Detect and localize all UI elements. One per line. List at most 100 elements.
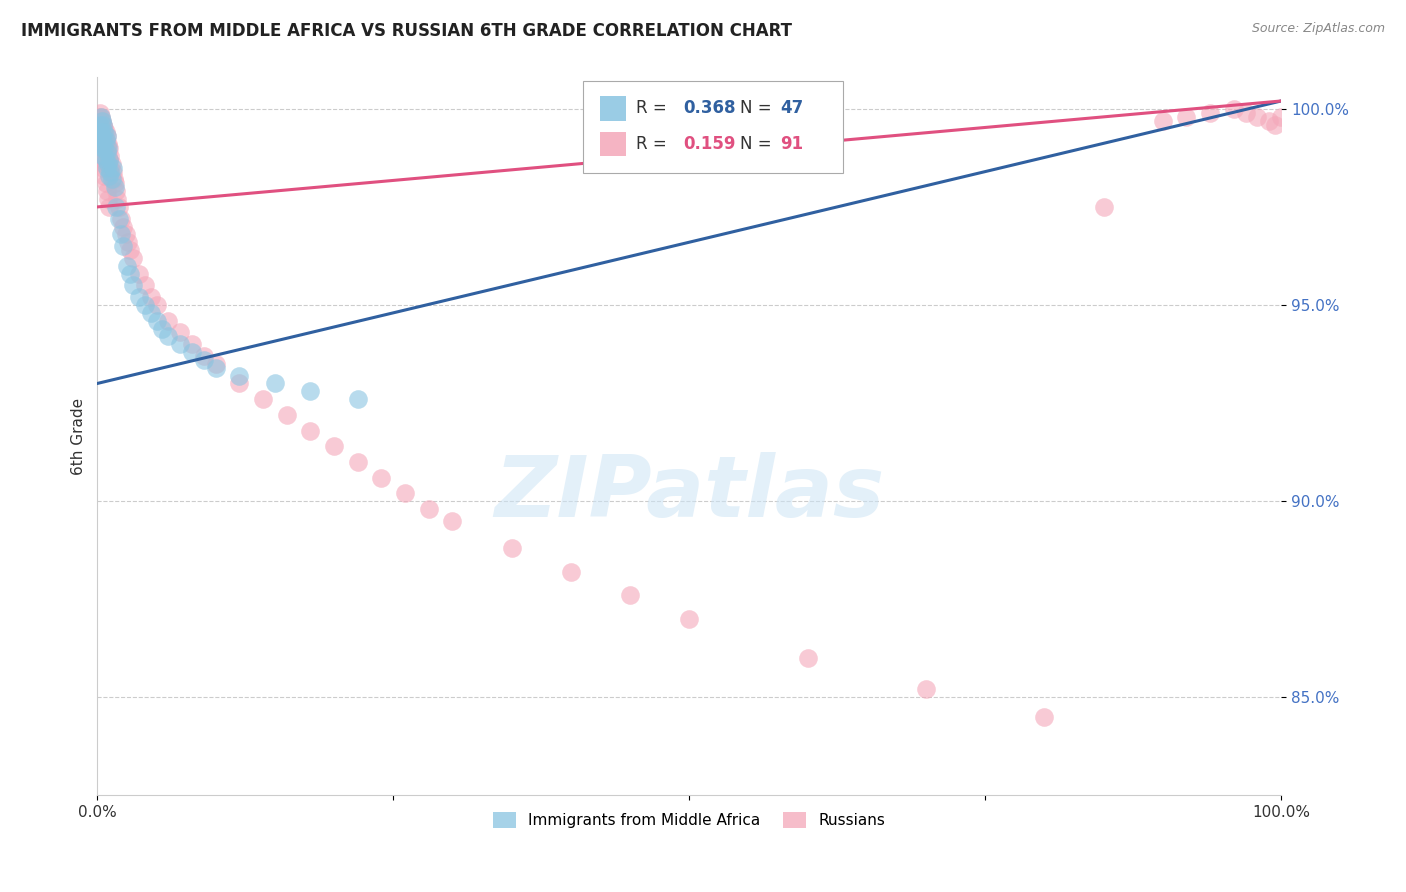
Point <box>98 153 121 167</box>
Point <box>89 118 111 132</box>
Point <box>96 129 118 144</box>
Point <box>91 161 114 175</box>
Point <box>276 408 298 422</box>
Point <box>91 118 114 132</box>
Point <box>89 129 111 144</box>
Point <box>128 290 150 304</box>
Point <box>90 145 112 159</box>
Y-axis label: 6th Grade: 6th Grade <box>72 398 86 475</box>
Point <box>1033 710 1056 724</box>
Point <box>1246 110 1268 124</box>
Point <box>346 392 368 406</box>
Point <box>94 153 117 167</box>
Point <box>97 149 120 163</box>
Point <box>90 145 112 159</box>
Point <box>152 321 174 335</box>
Point <box>103 172 125 186</box>
Point <box>115 259 138 273</box>
Point <box>87 121 110 136</box>
Point <box>98 200 121 214</box>
Point <box>121 278 143 293</box>
Point <box>157 314 180 328</box>
Point <box>121 251 143 265</box>
Point <box>204 360 226 375</box>
Point <box>94 133 117 147</box>
Point <box>89 118 111 132</box>
Text: N =: N = <box>740 99 772 118</box>
Point <box>193 349 215 363</box>
Point <box>91 129 114 144</box>
Text: Source: ZipAtlas.com: Source: ZipAtlas.com <box>1251 22 1385 36</box>
Point <box>394 486 416 500</box>
Point <box>89 137 111 152</box>
Point <box>100 164 122 178</box>
Point <box>181 345 204 359</box>
Bar <box>600 132 627 156</box>
Point <box>91 137 114 152</box>
Point <box>98 141 121 155</box>
Point <box>97 157 120 171</box>
Point <box>169 337 191 351</box>
Point <box>91 141 114 155</box>
Point <box>139 306 162 320</box>
Point <box>107 200 129 214</box>
Point <box>264 376 287 391</box>
Point <box>323 439 346 453</box>
Point <box>418 502 440 516</box>
Text: R =: R = <box>636 99 666 118</box>
Point <box>100 172 122 186</box>
Point <box>1199 105 1222 120</box>
Point <box>94 177 117 191</box>
Point <box>91 133 114 147</box>
Point <box>98 153 121 167</box>
Text: IMMIGRANTS FROM MIDDLE AFRICA VS RUSSIAN 6TH GRADE CORRELATION CHART: IMMIGRANTS FROM MIDDLE AFRICA VS RUSSIAN… <box>21 22 792 40</box>
Point <box>1258 113 1281 128</box>
Point <box>370 470 392 484</box>
Point <box>1092 200 1115 214</box>
Point <box>94 137 117 152</box>
Point <box>91 153 114 167</box>
Point <box>145 314 167 328</box>
Point <box>110 227 132 242</box>
Point <box>110 211 132 226</box>
Point <box>96 161 118 175</box>
Point <box>128 267 150 281</box>
Point <box>1264 118 1286 132</box>
Point <box>114 227 136 242</box>
Point <box>134 298 156 312</box>
Point <box>91 125 114 139</box>
Point <box>93 157 115 171</box>
Point <box>91 113 114 128</box>
Point <box>91 118 114 132</box>
Point <box>104 177 127 191</box>
Point <box>145 298 167 312</box>
Point <box>89 129 111 144</box>
Point <box>181 337 204 351</box>
Point <box>98 169 121 183</box>
Text: R =: R = <box>636 136 666 153</box>
Point <box>91 149 114 163</box>
Point <box>107 192 129 206</box>
Point <box>93 121 115 136</box>
Point <box>228 368 250 383</box>
Point <box>1234 105 1257 120</box>
Legend: Immigrants from Middle Africa, Russians: Immigrants from Middle Africa, Russians <box>486 806 891 834</box>
Point <box>252 392 274 406</box>
Point <box>346 455 368 469</box>
Point <box>100 157 122 171</box>
Point <box>94 149 117 163</box>
Point <box>91 129 114 144</box>
Text: 91: 91 <box>780 136 803 153</box>
Point <box>105 184 128 198</box>
Point <box>90 137 112 152</box>
Point <box>117 235 139 250</box>
Point <box>169 326 191 340</box>
Point <box>101 161 124 175</box>
Point <box>90 121 112 136</box>
Point <box>228 376 250 391</box>
Bar <box>600 96 627 120</box>
Point <box>120 267 142 281</box>
Point <box>560 565 582 579</box>
Point <box>796 651 818 665</box>
Point <box>105 200 128 214</box>
